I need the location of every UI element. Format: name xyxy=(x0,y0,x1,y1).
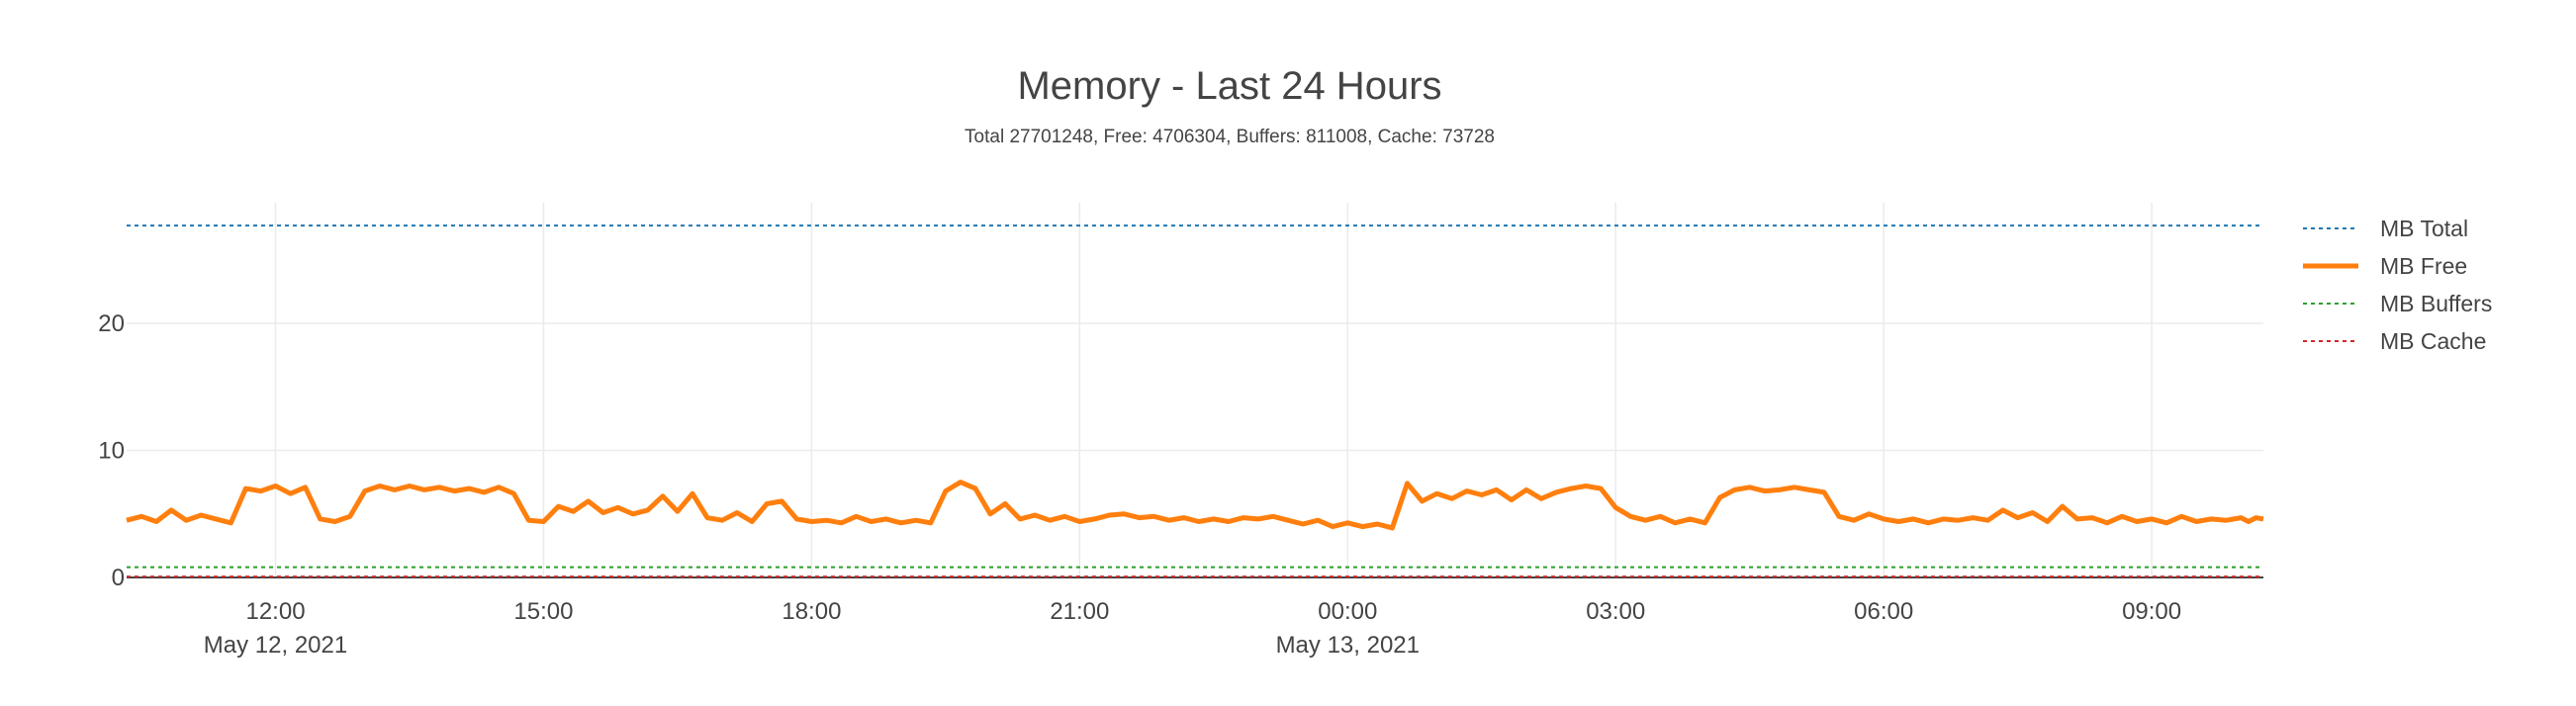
x-tick-date-label: May 13, 2021 xyxy=(1276,632,1420,659)
legend-label-mb-cache[interactable]: MB Cache xyxy=(2380,328,2486,354)
legend-label-mb-buffers[interactable]: MB Buffers xyxy=(2380,291,2492,316)
x-tick-label: 21:00 xyxy=(1050,598,1109,625)
x-axis-ticks: 12:00 May 12, 2021 15:00 18:00 21:00 00:00 May… xyxy=(204,598,2181,659)
x-tick-label: 09:00 xyxy=(2122,598,2181,625)
y-tick-label: 0 xyxy=(112,565,125,591)
x-tick-label: 18:00 xyxy=(782,598,841,625)
y-tick-label: 10 xyxy=(98,438,125,465)
y-axis-ticks: 0 10 20 xyxy=(98,310,125,591)
series-lines xyxy=(126,224,2264,578)
y-tick-label: 20 xyxy=(98,310,125,337)
x-tick-date-label: May 12, 2021 xyxy=(204,632,347,659)
series-line-mb-free[interactable] xyxy=(126,480,2264,531)
chart-subtitle: Total 27701248, Free: 4706304, Buffers: … xyxy=(965,127,1495,147)
x-tick-label: 15:00 xyxy=(513,598,573,625)
x-tick-label: 12:00 xyxy=(245,598,305,625)
legend-label-mb-total[interactable]: MB Total xyxy=(2380,216,2468,241)
chart-title: Memory - Last 24 Hours xyxy=(1017,64,1441,108)
x-tick-label: 03:00 xyxy=(1586,598,1645,625)
x-tick-label: 06:00 xyxy=(1854,598,1913,625)
x-tick-label: 00:00 xyxy=(1318,598,1377,625)
legend-label-mb-free[interactable]: MB Free xyxy=(2380,253,2467,279)
legend[interactable]: MB Total MB Free MB Buffers MB Cache xyxy=(2303,216,2492,354)
